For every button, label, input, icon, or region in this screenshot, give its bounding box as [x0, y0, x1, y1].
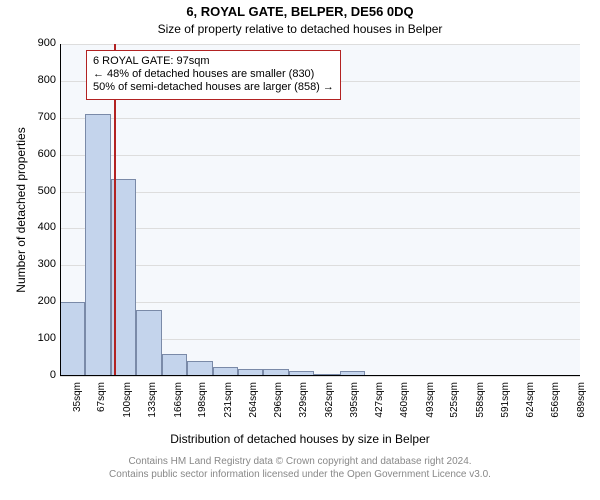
x-tick-label: 67sqm: [96, 382, 107, 432]
x-tick-label: 231sqm: [223, 382, 234, 432]
histogram-bar: [187, 361, 212, 376]
figure: 6, ROYAL GATE, BELPER, DE56 0DQ Size of …: [0, 0, 600, 500]
y-tick-label: 400: [26, 221, 56, 233]
x-tick-label: 558sqm: [475, 382, 486, 432]
x-tick-label: 100sqm: [122, 382, 133, 432]
x-tick-label: 525sqm: [449, 382, 460, 432]
histogram-bar: [60, 302, 85, 376]
x-tick-label: 427sqm: [374, 382, 385, 432]
x-tick-label: 656sqm: [550, 382, 561, 432]
plot-area: 6 ROYAL GATE: 97sqm ← 48% of detached ho…: [60, 44, 580, 376]
y-tick-label: 900: [26, 37, 56, 49]
x-tick-label: 689sqm: [576, 382, 587, 432]
attribution-line-1: Contains HM Land Registry data © Crown c…: [0, 456, 600, 469]
y-tick-label: 300: [26, 258, 56, 270]
y-tick-label: 100: [26, 332, 56, 344]
x-axis-line: [60, 375, 580, 376]
grid-line: [60, 376, 580, 377]
x-tick-label: 624sqm: [525, 382, 536, 432]
x-tick-label: 591sqm: [500, 382, 511, 432]
grid-line: [60, 302, 580, 303]
y-tick-label: 600: [26, 148, 56, 160]
x-tick-label: 133sqm: [147, 382, 158, 432]
annotation-line-1: 6 ROYAL GATE: 97sqm: [93, 55, 334, 68]
y-tick-label: 700: [26, 111, 56, 123]
grid-line: [60, 265, 580, 266]
attribution: Contains HM Land Registry data © Crown c…: [0, 456, 600, 481]
x-tick-label: 198sqm: [197, 382, 208, 432]
histogram-bar: [136, 310, 161, 376]
histogram-bar: [162, 354, 187, 376]
x-tick-label: 296sqm: [273, 382, 284, 432]
annotation-line-2: ← 48% of detached houses are smaller (83…: [93, 68, 334, 81]
x-axis-label: Distribution of detached houses by size …: [0, 432, 600, 446]
x-tick-label: 264sqm: [248, 382, 259, 432]
grid-line: [60, 44, 580, 45]
x-tick-label: 395sqm: [349, 382, 360, 432]
attribution-line-2: Contains public sector information licen…: [0, 469, 600, 482]
x-tick-label: 493sqm: [425, 382, 436, 432]
grid-line: [60, 155, 580, 156]
chart-title: 6, ROYAL GATE, BELPER, DE56 0DQ: [0, 4, 600, 19]
histogram-bar: [85, 114, 110, 376]
y-tick-label: 0: [26, 369, 56, 381]
y-tick-label: 200: [26, 295, 56, 307]
y-axis-label: Number of detached properties: [14, 44, 28, 376]
y-tick-label: 500: [26, 185, 56, 197]
grid-line: [60, 192, 580, 193]
x-tick-label: 329sqm: [298, 382, 309, 432]
chart-subtitle: Size of property relative to detached ho…: [0, 22, 600, 36]
grid-line: [60, 228, 580, 229]
annotation-line-3: 50% of semi-detached houses are larger (…: [93, 81, 334, 94]
y-tick-label: 800: [26, 74, 56, 86]
y-axis-line: [60, 44, 61, 376]
x-tick-label: 35sqm: [72, 382, 83, 432]
annotation-box: 6 ROYAL GATE: 97sqm ← 48% of detached ho…: [86, 50, 341, 100]
x-tick-label: 362sqm: [324, 382, 335, 432]
x-tick-label: 460sqm: [399, 382, 410, 432]
x-tick-label: 166sqm: [173, 382, 184, 432]
grid-line: [60, 118, 580, 119]
